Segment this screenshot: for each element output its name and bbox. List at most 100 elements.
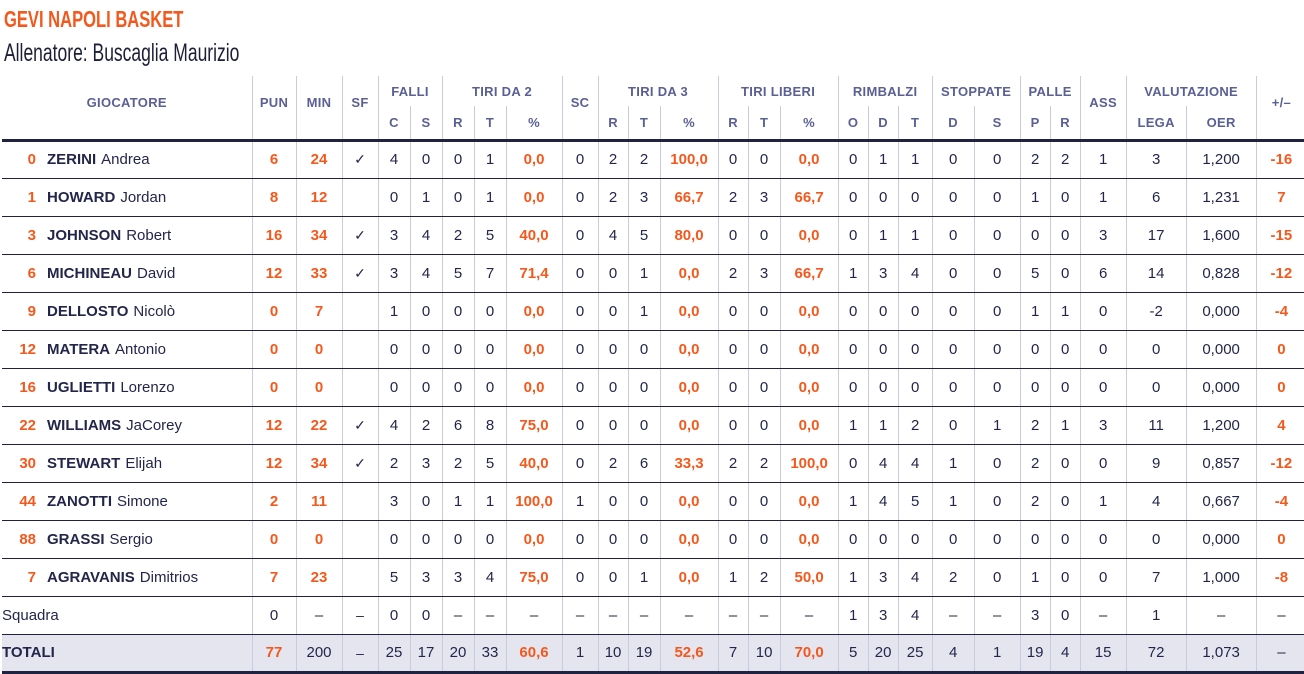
- stat-oer: 0,667: [1185, 482, 1257, 521]
- stat-reb-d: 20: [867, 634, 899, 674]
- stat-ft-r: 0: [717, 292, 749, 331]
- sub-header-t: T: [747, 106, 781, 142]
- stat-falli-s: 4: [409, 254, 443, 293]
- stat-ft-r: 2: [717, 444, 749, 483]
- stat-falli-c: 1: [377, 292, 410, 331]
- stat-reb-t: 0: [897, 520, 933, 559]
- stat-reb-t: 25: [897, 634, 933, 674]
- player-first-name: Andrea: [101, 151, 150, 168]
- row-grassi: 88 GRASSI Sergio 0 0 0 0 0 0 0,0 0 0 0 0,0 0 0 0,0 0 0 0 0 0 0…: [2, 520, 1304, 559]
- stat-palle-r: 0: [1049, 330, 1081, 369]
- stat-2p-t: 5: [473, 216, 507, 255]
- stat-3p-pct: 66,7: [659, 178, 719, 217]
- stat-reb-d: 0: [867, 520, 899, 559]
- stat-3p-r: 2: [597, 178, 629, 217]
- stat-ft-pct: 50,0: [779, 558, 839, 597]
- stat-plusminus: –: [1255, 596, 1304, 635]
- stat-2p-t: 7: [473, 254, 507, 293]
- stat-blk-d: 4: [931, 634, 975, 674]
- stat-pun: 0: [251, 292, 296, 331]
- stat-min: 7: [295, 292, 342, 331]
- stat-plusminus: -12: [1255, 444, 1304, 483]
- coach-line: Allenatore: Buscaglia Maurizio: [4, 39, 240, 67]
- sub-header-d: D: [867, 106, 899, 142]
- stat-min: 22: [295, 406, 342, 445]
- player-last-name: HOWARD: [47, 188, 116, 206]
- stat-falli-s: 3: [409, 558, 443, 597]
- stat-falli-s: 0: [409, 368, 443, 407]
- player-first-name: JaCorey: [126, 416, 183, 434]
- stat-palle-r: 0: [1049, 482, 1081, 521]
- stat-ass: 1: [1079, 140, 1127, 179]
- stat-3p-pct: 80,0: [659, 216, 719, 255]
- stat-sc: 0: [561, 178, 599, 217]
- col-header-rimbalzi: RIMBALZI: [837, 76, 933, 106]
- stat-reb-d: 3: [867, 254, 899, 293]
- stat-3p-pct: 0,0: [659, 520, 719, 559]
- stat-2p-pct: –: [505, 596, 563, 635]
- stat-palle-p: 19: [1019, 634, 1051, 674]
- stat-reb-t: 5: [897, 482, 933, 521]
- stat-2p-r: 6: [441, 406, 475, 445]
- stat-blk-s: 0: [973, 292, 1021, 331]
- stat-sf: [341, 520, 378, 559]
- stat-pun: 0: [251, 368, 296, 407]
- stat-sc: 0: [561, 140, 599, 179]
- team-title: GEVI NAPOLI BASKET: [4, 6, 184, 32]
- stat-reb-o: 1: [837, 406, 869, 445]
- stat-plusminus: -12: [1255, 254, 1304, 293]
- stat-2p-pct: 75,0: [505, 558, 563, 597]
- stat-2p-pct: 71,4: [505, 254, 563, 293]
- stat-ass: 0: [1079, 444, 1127, 483]
- stat-ass: 3: [1079, 406, 1127, 445]
- stat-oer: 1,600: [1185, 216, 1257, 255]
- stat-2p-t: 4: [473, 558, 507, 597]
- stat-3p-pct: 52,6: [659, 634, 719, 674]
- stat-pun: 12: [251, 254, 296, 293]
- stat-reb-t: 1: [897, 140, 933, 179]
- stat-ft-r: 0: [717, 482, 749, 521]
- stat-sc: 0: [561, 406, 599, 445]
- stat-2p-pct: 75,0: [505, 406, 563, 445]
- stat-sf: [341, 558, 378, 597]
- stat-falli-s: 2: [409, 406, 443, 445]
- stat-sf: –: [341, 634, 378, 674]
- stat-2p-pct: 40,0: [505, 216, 563, 255]
- stat-3p-t: 0: [627, 482, 661, 521]
- stat-palle-r: 0: [1049, 558, 1081, 597]
- stat-ass: 0: [1079, 368, 1127, 407]
- sub-header-o: O: [837, 106, 869, 142]
- stat-reb-d: 0: [867, 178, 899, 217]
- player-last-name: MATERA: [47, 340, 111, 358]
- stat-reb-o: 0: [837, 444, 869, 483]
- stat-oer: 0,000: [1185, 330, 1257, 369]
- player-last-name: UGLIETTI: [47, 378, 116, 396]
- stat-ft-pct: 66,7: [779, 254, 839, 293]
- stat-pun: 0: [251, 330, 296, 369]
- stat-ft-pct: 0,0: [779, 482, 839, 521]
- stat-2p-t: –: [473, 596, 507, 635]
- row-johnson: 3 JOHNSON Robert 16 34 ✓ 3 4 2 5 40,0 0 4 5 80,0 0 0 0,0 0…: [2, 216, 1304, 255]
- stat-pun: 77: [251, 634, 296, 674]
- player-number: 44: [19, 492, 36, 510]
- player-last-name: MICHINEAU: [47, 264, 132, 282]
- stat-reb-o: 1: [837, 254, 869, 293]
- player-number: 6: [27, 264, 36, 282]
- stat-ft-pct: 0,0: [779, 520, 839, 559]
- stat-2p-r: 2: [441, 216, 475, 255]
- player-last-name: AGRAVANIS: [47, 568, 135, 586]
- stat-blk-d: 0: [931, 216, 975, 255]
- stat-2p-r: 5: [441, 254, 475, 293]
- stat-plusminus: –: [1255, 634, 1304, 674]
- stat-plusminus: -16: [1255, 140, 1304, 179]
- col-header-pun: PUN: [251, 76, 296, 142]
- stat-3p-pct: 100,0: [659, 140, 719, 179]
- player-cell: Squadra: [2, 596, 252, 635]
- stat-palle-r: 0: [1049, 216, 1081, 255]
- stat-lega: 17: [1125, 216, 1187, 255]
- stat-3p-t: 19: [627, 634, 661, 674]
- stat-ft-r: 0: [717, 330, 749, 369]
- stat-3p-r: 2: [597, 140, 629, 179]
- stat-reb-o: 0: [837, 520, 869, 559]
- player-cell: 44 ZANOTTI Simone: [2, 482, 252, 521]
